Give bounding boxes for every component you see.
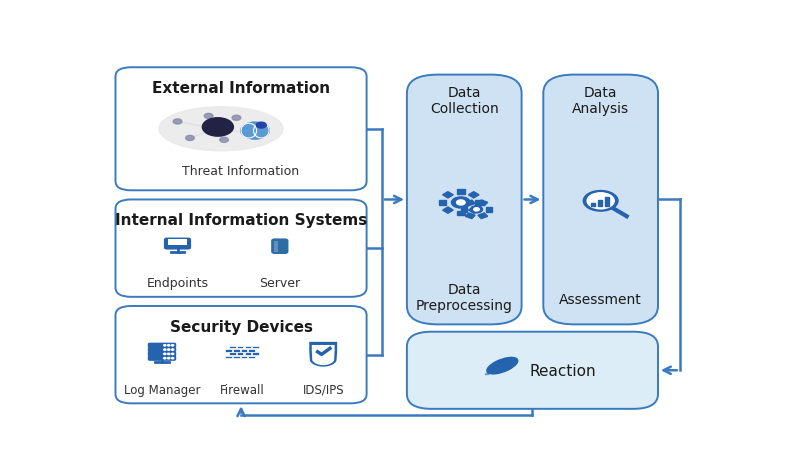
Bar [605,198,609,207]
FancyBboxPatch shape [115,200,366,297]
Circle shape [242,124,267,139]
Circle shape [256,123,266,129]
Bar [229,353,236,355]
Text: Data
Collection: Data Collection [430,86,498,116]
Bar [225,356,232,358]
Polygon shape [457,190,465,195]
Circle shape [186,136,194,141]
Polygon shape [466,214,475,219]
Bar [225,349,232,352]
Polygon shape [442,192,454,198]
Bar [229,346,236,349]
Circle shape [167,349,170,350]
Polygon shape [469,192,479,198]
Text: Server: Server [259,276,300,289]
Polygon shape [478,214,488,219]
Bar [249,356,255,358]
Circle shape [167,345,170,346]
Circle shape [171,358,174,359]
Bar [591,203,595,207]
Circle shape [583,191,618,212]
Circle shape [232,116,241,121]
Bar [245,353,251,355]
Bar [245,346,251,349]
Bar [249,349,255,352]
Text: External Information: External Information [152,81,330,96]
Text: Endpoints: Endpoints [146,276,209,289]
Bar [237,346,243,349]
Polygon shape [475,201,483,205]
Circle shape [457,200,465,206]
Circle shape [164,349,166,350]
Polygon shape [439,201,446,205]
Bar [241,349,247,352]
Circle shape [171,354,174,355]
Circle shape [451,198,470,208]
Bar [233,356,239,358]
Circle shape [204,114,213,119]
Bar [233,349,239,352]
Text: IDS/IPS: IDS/IPS [302,383,344,396]
Polygon shape [486,208,492,212]
Text: Internal Information Systems: Internal Information Systems [115,213,367,228]
Polygon shape [466,201,475,206]
Bar [252,346,259,349]
Circle shape [174,119,182,125]
Polygon shape [461,208,467,212]
Polygon shape [485,371,491,375]
Text: Threat Information: Threat Information [182,164,300,177]
Text: Data
Analysis: Data Analysis [572,86,630,116]
Text: Reaction: Reaction [530,363,596,378]
FancyBboxPatch shape [149,348,175,352]
FancyBboxPatch shape [165,239,190,249]
Polygon shape [469,208,479,214]
FancyBboxPatch shape [407,332,658,409]
FancyBboxPatch shape [115,68,366,191]
Polygon shape [310,342,337,367]
Bar [168,239,187,246]
FancyBboxPatch shape [543,75,658,325]
FancyBboxPatch shape [149,344,175,347]
Bar [274,241,278,252]
Text: Data
Preprocessing: Data Preprocessing [416,282,513,312]
Circle shape [587,193,614,209]
Circle shape [202,119,234,137]
Circle shape [171,345,174,346]
Circle shape [220,138,229,143]
Polygon shape [457,212,465,216]
Circle shape [167,354,170,355]
Text: Security Devices: Security Devices [170,319,313,334]
Ellipse shape [159,108,283,151]
Text: Log Manager: Log Manager [124,383,200,396]
Circle shape [241,123,270,140]
Text: Assessment: Assessment [559,292,642,306]
FancyBboxPatch shape [115,307,366,404]
Polygon shape [478,201,488,206]
FancyBboxPatch shape [272,240,288,254]
FancyBboxPatch shape [149,352,175,356]
Circle shape [167,358,170,359]
Polygon shape [442,208,454,214]
Bar [598,200,602,207]
Text: Firewall: Firewall [220,383,265,396]
Circle shape [164,358,166,359]
Bar [241,356,247,358]
Circle shape [164,354,166,355]
Circle shape [242,130,250,136]
Ellipse shape [487,357,518,374]
FancyBboxPatch shape [407,75,522,325]
Circle shape [470,206,482,213]
Circle shape [164,345,166,346]
Bar [237,353,243,355]
Circle shape [474,208,479,211]
Polygon shape [312,345,334,366]
Text: ☠: ☠ [214,123,222,133]
FancyBboxPatch shape [149,357,175,360]
Circle shape [171,349,174,350]
Bar [252,353,259,355]
